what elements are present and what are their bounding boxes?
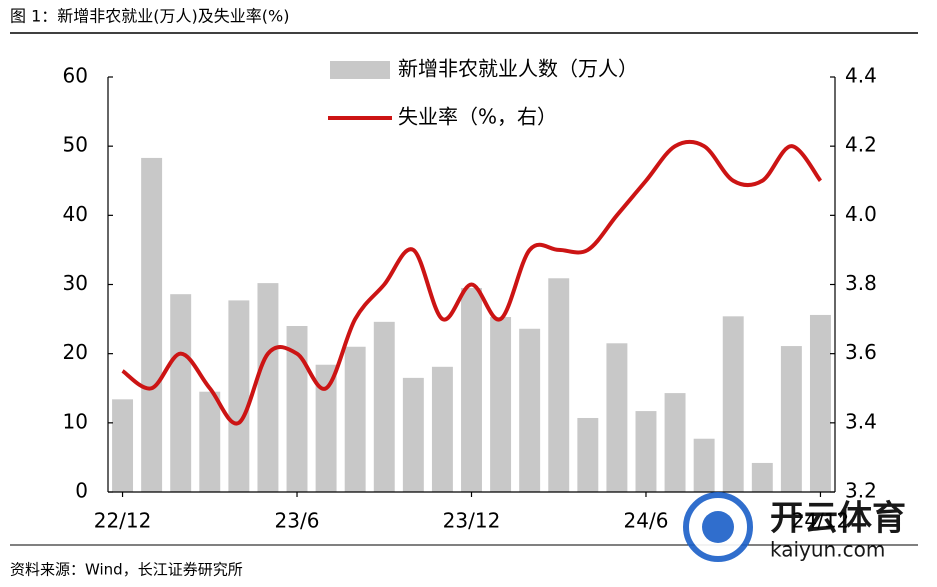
y2-tick-label: 3.2: [845, 479, 877, 503]
source-note: 资料来源：Wind，长江证券研究所: [10, 561, 243, 579]
bar: [693, 438, 715, 492]
bar: [199, 391, 221, 492]
bar: [548, 278, 570, 492]
bar: [431, 366, 453, 492]
bar: [461, 287, 482, 492]
chart-title: 图 1：新增非农就业(万人)及失业率(%): [10, 7, 289, 26]
legend-label: 新增非农就业人数（万人）: [398, 57, 638, 81]
bar: [112, 399, 134, 492]
x-tick-label: 23/12: [443, 509, 501, 533]
y2-tick-label: 4.0: [845, 202, 877, 226]
bar: [751, 462, 773, 492]
bar: [809, 314, 831, 492]
bar: [257, 283, 279, 492]
y2-tick-label: 3.8: [845, 271, 877, 295]
y2-tick-label: 4.2: [845, 133, 877, 157]
bar: [606, 343, 628, 492]
bar: [490, 317, 512, 492]
watermark: 开云体育 kaiyun.com: [683, 492, 906, 562]
bar: [228, 300, 250, 492]
bar: [722, 316, 744, 492]
y2-tick-label: 4.4: [845, 64, 877, 88]
y-tick-label: 30: [63, 271, 88, 295]
watermark-ball: [702, 511, 734, 543]
bar: [635, 411, 657, 492]
legend-label: 失业率（%，右）: [398, 105, 557, 129]
y-tick-label: 50: [63, 133, 88, 157]
watermark-brand: 开云体育: [770, 499, 906, 539]
bar: [170, 294, 192, 492]
y-tick-label: 40: [63, 202, 88, 226]
y-tick-label: 60: [63, 64, 88, 88]
bar: [519, 328, 541, 492]
y-tick-label: 10: [63, 409, 88, 433]
x-tick-label: 23/6: [275, 509, 320, 533]
bar: [286, 326, 308, 492]
bar: [780, 346, 802, 492]
bar: [402, 377, 424, 492]
bar: [664, 393, 686, 492]
bar: [344, 346, 366, 492]
x-tick-label: 22/12: [94, 509, 152, 533]
line: [121, 139, 823, 426]
y2-tick-label: 3.6: [845, 340, 877, 364]
y-tick-label: 20: [63, 340, 88, 364]
x-tick-label: 24/6: [624, 509, 669, 533]
bar: [373, 321, 395, 492]
bar: [315, 364, 337, 492]
bar: [577, 417, 599, 492]
x-tick-label: 24/12: [792, 509, 850, 533]
legend-swatch: [330, 61, 390, 79]
bar: [141, 157, 163, 493]
y-tick-label: 0: [75, 479, 88, 503]
watermark-url: kaiyun.com: [770, 538, 885, 562]
y2-tick-label: 3.4: [845, 409, 877, 433]
